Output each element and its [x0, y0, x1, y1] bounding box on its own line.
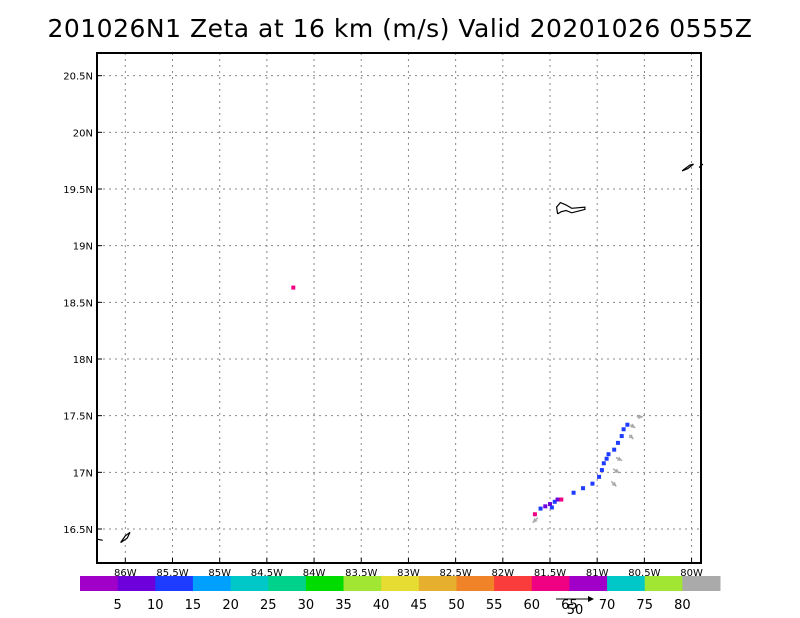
reflectivity-cell — [597, 474, 602, 479]
grid-lines — [97, 53, 701, 563]
colorbar-label: 70 — [599, 598, 616, 613]
colorbar-label: 10 — [147, 598, 164, 613]
colorbar-swatch — [80, 576, 119, 591]
coastline-little-cayman — [681, 163, 694, 172]
reflectivity-cell — [590, 481, 595, 486]
x-tick-label: 85W — [208, 568, 231, 579]
wind-vector-arrowhead — [532, 517, 538, 523]
vector-key: 50 — [556, 596, 594, 618]
reflectivity-cell — [549, 505, 554, 510]
reflectivity-cell — [581, 486, 586, 491]
colorbar-swatch — [531, 576, 570, 591]
y-tick-label: 19N — [73, 242, 93, 253]
reflectivity-cell — [612, 447, 617, 452]
y-tick-label: 20N — [73, 128, 93, 139]
colorbar-label: 20 — [222, 598, 239, 613]
colorbar-label: 35 — [335, 598, 352, 613]
reflectivity-cell — [548, 502, 552, 507]
reflectivity-cell — [538, 506, 543, 511]
x-tick-label: 84W — [303, 568, 326, 579]
x-tick-label: 83.5W — [345, 568, 377, 579]
axis-ticks: 86W 85.5W 85W 84.5W 84W 83.5W 83W 82.5W 82W 81.5W… — [63, 72, 703, 579]
colorbar-swatch — [569, 576, 608, 591]
colorbar-swatch — [456, 576, 495, 591]
y-tick-label: 19.5N — [63, 185, 93, 196]
reflectivity-cell — [619, 434, 624, 439]
wind-vector-arrowhead — [614, 468, 620, 473]
reflectivity-cell — [571, 490, 576, 495]
colorbar-label: 75 — [636, 598, 653, 613]
colorbar-swatch — [192, 576, 232, 591]
reflectivity-cell — [559, 497, 564, 502]
wind-vectors — [532, 414, 643, 524]
colorbar-label: 30 — [298, 598, 315, 613]
wind-vector-arrowhead — [630, 423, 636, 428]
colorbar-label: 15 — [185, 598, 202, 613]
wind-vector-arrowhead — [638, 414, 643, 420]
colorbar-swatch — [381, 576, 420, 591]
x-tick-label: 83W — [397, 568, 420, 579]
colorbar-swatch — [155, 576, 194, 591]
y-tick-label: 18.5N — [63, 298, 93, 309]
colorbar-label: 40 — [373, 598, 390, 613]
x-tick-label: 81.5W — [534, 568, 566, 579]
y-tick-label: 16.5N — [63, 525, 93, 536]
colorbar: 5 10 15 20 25 30 35 40 45 50 55 60 65 70 75 80 — [80, 576, 721, 613]
colorbar-label: 45 — [411, 598, 428, 613]
x-tick-label: 84.5W — [251, 568, 283, 579]
reflectivity-cell — [543, 504, 548, 509]
x-tick-label: 86W — [114, 568, 137, 579]
colorbar-swatch — [343, 576, 382, 591]
colorbar-swatch — [682, 576, 721, 591]
reflectivity-cell — [621, 427, 626, 432]
wind-vector-arrowhead — [617, 456, 623, 461]
colorbar-swatch — [117, 576, 156, 591]
reflectivity-cell — [552, 499, 557, 504]
wind-vector-arrowhead — [628, 434, 634, 439]
x-tick-label: 82W — [492, 568, 515, 579]
colorbar-swatch — [644, 576, 683, 591]
coastlines — [96, 163, 704, 544]
reflectivity-field — [291, 285, 630, 517]
colorbar-label: 25 — [260, 598, 277, 613]
colorbar-swatch — [268, 576, 307, 591]
reflectivity-cell — [625, 422, 630, 427]
coastline-grand-cayman — [555, 201, 586, 215]
reflectivity-cell — [291, 285, 296, 290]
colorbar-swatch — [418, 576, 457, 591]
y-tick-label: 17.5N — [63, 412, 93, 423]
colorbar-label: 55 — [486, 598, 503, 613]
y-tick-label: 18N — [73, 355, 93, 366]
colorbar-label: 65 — [561, 598, 578, 613]
x-tick-label: 82.5W — [440, 568, 472, 579]
x-tick-label: 81W — [586, 568, 609, 579]
colorbar-swatch — [607, 576, 646, 591]
x-tick-label: 80.5W — [628, 568, 660, 579]
colorbar-swatch — [230, 576, 269, 591]
reflectivity-cell — [615, 440, 620, 445]
map-title: 201026N1 Zeta at 16 km (m/s) Valid 20201… — [47, 14, 753, 43]
y-tick-label: 17N — [73, 468, 93, 479]
colorbar-swatch — [305, 576, 345, 591]
vector-key-label: 50 — [567, 603, 584, 618]
colorbar-label: 80 — [674, 598, 691, 613]
coastline-swan-islands — [120, 531, 131, 544]
reflectivity-cell — [606, 452, 611, 457]
reflectivity-cell — [532, 512, 537, 517]
colorbar-label: 50 — [448, 598, 465, 613]
x-tick-label: 80W — [680, 568, 703, 579]
colorbar-label: 60 — [523, 598, 540, 613]
vector-key-arrowhead — [588, 596, 594, 602]
x-tick-label: 85.5W — [156, 568, 188, 579]
reflectivity-cell — [604, 456, 609, 461]
colorbar-label: 5 — [114, 598, 122, 613]
wind-vector-arrowhead — [611, 481, 617, 487]
reflectivity-cell — [601, 461, 606, 466]
reflectivity-cell — [599, 468, 604, 473]
y-tick-label: 20.5N — [63, 72, 93, 83]
reflectivity-cell — [555, 497, 560, 502]
map-frame — [96, 52, 702, 564]
colorbar-swatch — [494, 576, 533, 591]
